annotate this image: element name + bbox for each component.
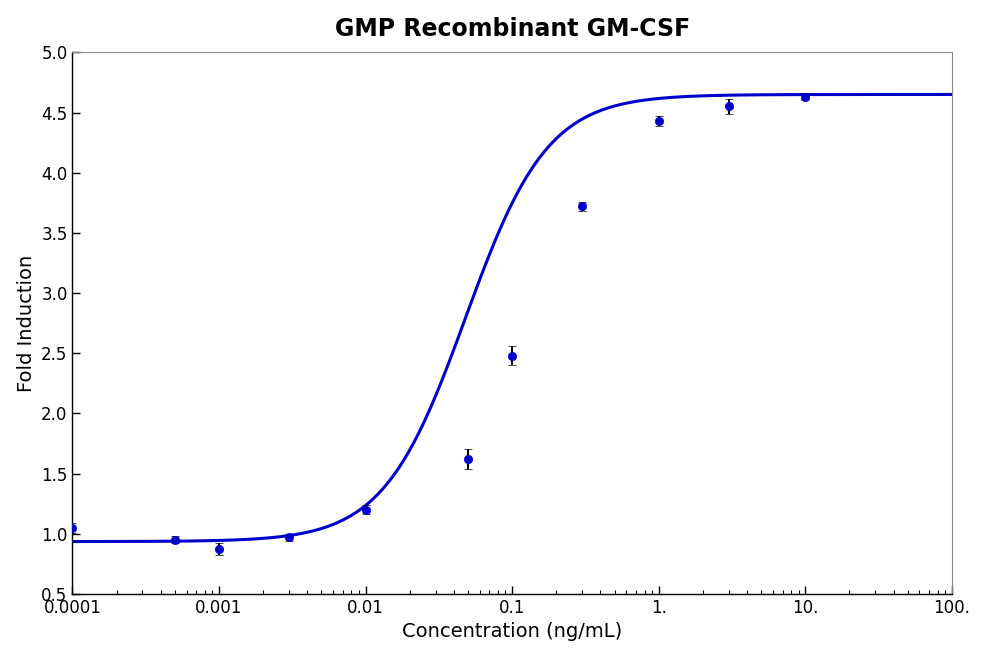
X-axis label: Concentration (ng/mL): Concentration (ng/mL) xyxy=(401,622,621,642)
Title: GMP Recombinant GM-CSF: GMP Recombinant GM-CSF xyxy=(334,16,689,41)
Y-axis label: Fold Induction: Fold Induction xyxy=(17,255,35,392)
